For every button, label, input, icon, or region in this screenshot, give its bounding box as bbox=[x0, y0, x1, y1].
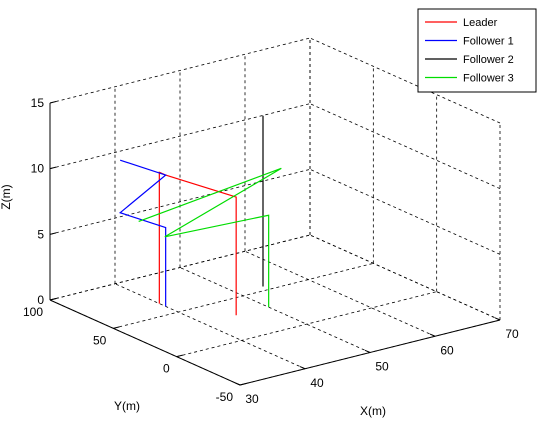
x-tick-label: 60 bbox=[440, 343, 454, 357]
grid-line bbox=[114, 283, 306, 370]
x-tick bbox=[429, 333, 436, 337]
x-tick-label: 50 bbox=[375, 360, 389, 374]
y-axis-line bbox=[49, 299, 241, 386]
z-tick-label: 15 bbox=[31, 96, 45, 110]
z-axis-label: Z(m) bbox=[0, 184, 13, 209]
legend-label: Follower 1 bbox=[463, 36, 514, 48]
y-tick-label: 100 bbox=[23, 305, 43, 319]
grid-line bbox=[309, 234, 501, 321]
x-tick-label: 40 bbox=[310, 376, 324, 390]
z-tick bbox=[49, 232, 57, 235]
legend-label: Follower 2 bbox=[463, 54, 514, 66]
y-tick bbox=[113, 326, 120, 329]
grid-line bbox=[179, 267, 371, 353]
legend: Leader Follower 1 Follower 2 Follower 3 bbox=[417, 8, 537, 93]
series bbox=[118, 115, 282, 316]
legend-label: Leader bbox=[463, 17, 498, 29]
series-line-4 bbox=[138, 167, 282, 308]
grid-line bbox=[309, 103, 501, 190]
z-tick bbox=[49, 166, 57, 170]
z-tick bbox=[49, 101, 57, 104]
grid-line bbox=[309, 168, 501, 255]
grid-line bbox=[49, 234, 311, 301]
x-axis-label: X(m) bbox=[360, 404, 386, 418]
legend-label: Follower 3 bbox=[463, 73, 514, 85]
y-tick bbox=[176, 354, 183, 358]
z-tick-label: 0 bbox=[37, 293, 44, 307]
grid-line bbox=[244, 250, 436, 337]
x-tick-label: 70 bbox=[505, 327, 519, 341]
x-tick bbox=[234, 382, 241, 386]
x-tick bbox=[299, 366, 306, 370]
x-tick bbox=[494, 317, 501, 321]
x-tick bbox=[364, 349, 371, 353]
grid-line bbox=[49, 168, 311, 235]
z-tick bbox=[49, 298, 57, 301]
grid bbox=[49, 37, 501, 386]
legend-box bbox=[417, 8, 537, 93]
x-tick-label: 30 bbox=[245, 392, 259, 406]
axes bbox=[49, 101, 501, 386]
z-tick-label: 5 bbox=[37, 227, 44, 241]
grid-line bbox=[49, 103, 311, 170]
grid-line bbox=[176, 291, 437, 358]
y-tick-label: 0 bbox=[163, 362, 170, 376]
y-tick bbox=[239, 383, 247, 386]
series-line-2 bbox=[118, 159, 167, 307]
grid-line bbox=[113, 262, 374, 329]
grid-line bbox=[309, 37, 501, 124]
series-line-1 bbox=[158, 171, 237, 316]
z-tick-label: 10 bbox=[31, 162, 45, 176]
y-tick-label: -50 bbox=[216, 390, 234, 404]
y-axis-label: Y(m) bbox=[114, 399, 140, 413]
y-tick-label: 50 bbox=[93, 333, 107, 347]
grid-line bbox=[49, 37, 311, 104]
